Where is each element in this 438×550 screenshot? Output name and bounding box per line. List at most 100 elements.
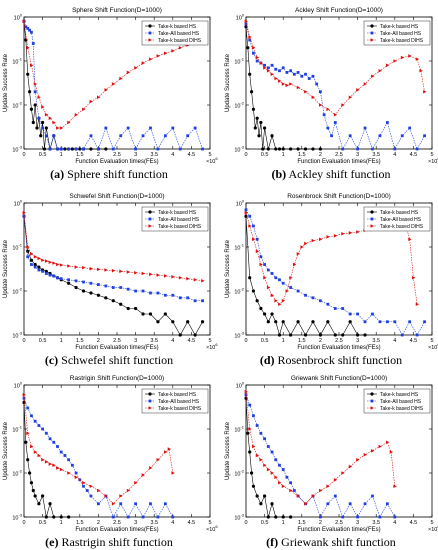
data-point: [252, 444, 256, 449]
data-point: [253, 126, 257, 130]
data-point: [244, 19, 248, 24]
y-tick-label: 10-1: [12, 243, 22, 252]
x-tick-label: 4.5: [188, 338, 196, 344]
legend-marker: [148, 224, 152, 228]
data-point: [315, 82, 319, 86]
data-point: [304, 293, 307, 297]
data-series: [22, 400, 71, 519]
data-point: [281, 82, 286, 86]
data-point: [289, 515, 293, 519]
x-tick-label: 1: [282, 520, 285, 526]
y-axis-label: Update Success Rate: [225, 239, 231, 298]
data-point: [278, 278, 281, 282]
data-point: [348, 312, 352, 316]
data-point: [82, 280, 85, 284]
x-tick-label: 3: [356, 338, 359, 344]
data-point: [26, 45, 30, 50]
x-tick-label: 2.5: [113, 338, 121, 344]
data-point: [330, 134, 333, 138]
data-point: [400, 333, 404, 337]
data-point: [141, 312, 145, 316]
data-point: [97, 488, 101, 493]
data-point: [48, 273, 52, 277]
data-point: [149, 291, 152, 295]
legend-label: Take-k based DIHS: [158, 224, 202, 230]
data-point: [44, 515, 48, 519]
y-tick-label: 10-3: [234, 331, 244, 340]
data-point: [289, 69, 293, 73]
data-point: [104, 126, 108, 130]
data-point: [371, 494, 374, 498]
data-point: [277, 333, 282, 337]
data-point: [274, 67, 278, 71]
data-point: [89, 134, 93, 138]
data-point: [296, 147, 300, 151]
data-point: [285, 289, 289, 293]
data-point: [423, 89, 427, 94]
data-point: [248, 224, 252, 228]
x-tick-label: 5: [430, 338, 433, 344]
data-point: [126, 70, 131, 75]
chart-panel: Sphere Shift Function(D=1000) 10-3 10-2 10-…: [3, 7, 218, 181]
data-point: [48, 260, 53, 265]
data-point: [255, 55, 260, 60]
data-point: [89, 281, 93, 285]
data-point: [400, 134, 404, 138]
legend-marker: [148, 217, 152, 221]
data-point: [30, 414, 33, 418]
data-point: [163, 274, 168, 278]
data-point: [371, 448, 375, 453]
x-tick-label: 5: [430, 520, 433, 526]
data-point: [274, 76, 278, 81]
data-point: [333, 307, 337, 310]
data-point: [296, 289, 300, 293]
data-point: [274, 298, 278, 303]
x-axis-label: Function Evaluation times(FEs): [75, 527, 158, 533]
data-point: [48, 147, 52, 151]
data-point: [37, 424, 41, 427]
data-point: [97, 147, 100, 151]
data-point: [27, 90, 32, 94]
data-point: [171, 320, 175, 324]
data-point: [141, 271, 146, 276]
x-tick-label: 1.5: [298, 152, 306, 158]
data-point: [266, 268, 270, 272]
data-point: [193, 333, 197, 337]
data-point: [378, 444, 382, 449]
legend-label: Take-k based HS: [158, 210, 197, 216]
data-point: [318, 333, 322, 337]
y-tick-label: 10-2: [12, 469, 22, 478]
legend-label: Take-All based HS: [158, 217, 200, 223]
series-line: [245, 216, 366, 337]
legend-label: Take-All based HS: [158, 31, 200, 37]
data-point: [41, 269, 44, 273]
data-point: [104, 494, 108, 498]
data-point: [67, 264, 71, 268]
y-tick-label: 10-1: [12, 57, 22, 66]
data-point: [193, 299, 197, 303]
data-point: [134, 66, 138, 70]
data-point: [41, 457, 45, 462]
data-point: [74, 265, 79, 269]
data-point: [255, 249, 260, 254]
data-point: [82, 480, 86, 485]
data-point: [30, 30, 33, 34]
data-point: [149, 126, 152, 130]
x-multiplier: ×106: [206, 524, 218, 533]
x-tick-label: 4: [171, 338, 174, 344]
data-point: [248, 276, 252, 280]
data-point: [289, 286, 293, 289]
data-point: [37, 453, 41, 458]
data-point: [266, 467, 271, 472]
data-point: [311, 320, 315, 324]
data-point: [56, 466, 60, 470]
x-tick-label: 2: [319, 152, 322, 158]
x-tick-label: 0: [22, 520, 25, 526]
data-point: [246, 46, 250, 50]
data-point: [26, 431, 30, 436]
data-point: [59, 147, 63, 151]
data-series: [22, 392, 175, 506]
data-point: [285, 71, 289, 74]
data-point: [348, 464, 353, 469]
